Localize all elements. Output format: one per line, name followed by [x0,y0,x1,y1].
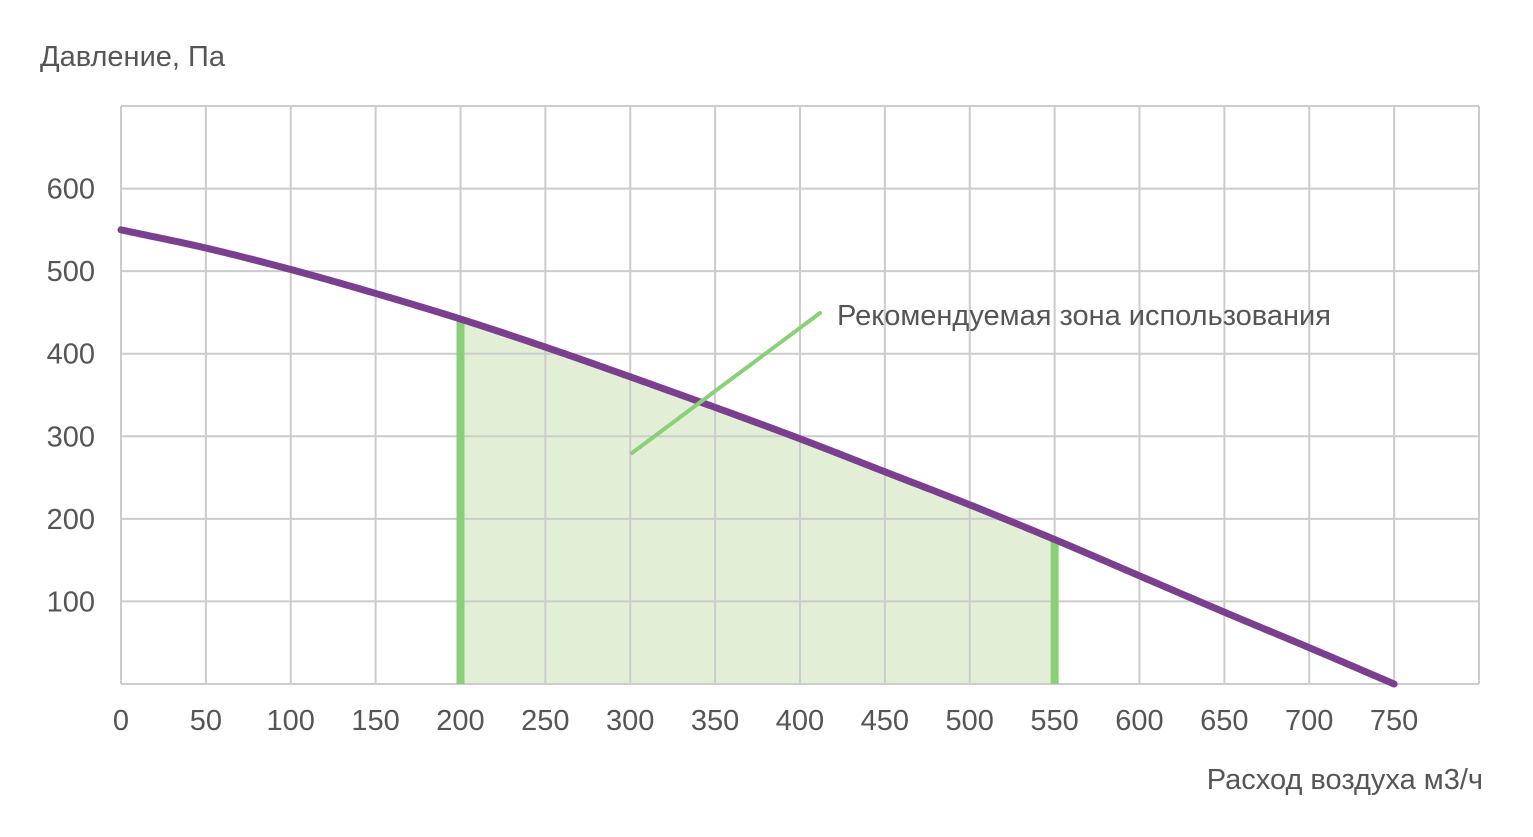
x-tick-label: 100 [267,705,315,737]
recommended-zone-fill [460,319,1055,684]
y-tick-label: 600 [47,174,95,206]
x-tick-label: 500 [946,705,994,737]
y-tick-label: 100 [47,586,95,618]
y-tick-label: 300 [47,421,95,453]
y-axis-title: Давление, Па [40,41,226,73]
y-tick-label: 200 [47,504,95,536]
curve-group [117,226,1398,688]
x-tick-label: 550 [1030,705,1078,737]
annotation-group: Рекомендуемая зона использования [630,300,1331,455]
x-axis-title: Расход воздуха м3/ч [1207,764,1483,796]
zone-label: Рекомендуемая зона использования [837,300,1331,332]
x-tick-label: 150 [351,705,399,737]
y-tick-label: 500 [47,256,95,288]
x-tick-label: 250 [521,705,569,737]
recommended-zone-group [460,319,1055,684]
x-tick-label: 300 [606,705,654,737]
x-tick-label: 0 [113,705,129,737]
x-tick-label: 50 [190,705,222,737]
x-tick-label: 750 [1370,705,1418,737]
x-tick-label: 350 [691,705,739,737]
x-tick-label: 700 [1285,705,1333,737]
tick-labels: 0 50 100 150 200 250 300 350 400 450 500 550 600 650 7… [47,174,1419,737]
grid [120,105,1480,685]
zone-leader-line [630,311,822,455]
x-tick-label: 200 [436,705,484,737]
x-tick-label: 400 [776,705,824,737]
x-tick-label: 600 [1115,705,1163,737]
y-tick-label: 400 [47,339,95,371]
x-tick-label: 650 [1200,705,1248,737]
pressure-curve-line [117,226,1398,688]
x-tick-label: 450 [861,705,909,737]
